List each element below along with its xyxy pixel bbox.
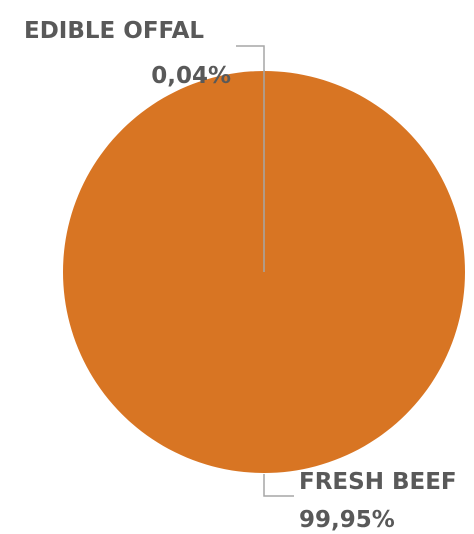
leader-line-fresh-beef [263,474,294,497]
slice-label-fresh-beef: FRESH BEEF [299,469,457,495]
leader-lines [236,45,294,497]
data-labels: EDIBLE OFFAL 0,04% FRESH BEEF 99,95% [24,18,457,533]
slice-label-edible-offal: EDIBLE OFFAL [24,18,204,44]
slice-value-fresh-beef: 99,95% [299,507,395,533]
slice-value-edible-offal: 0,04% [151,63,231,89]
leader-line-edible-offal [236,45,265,272]
